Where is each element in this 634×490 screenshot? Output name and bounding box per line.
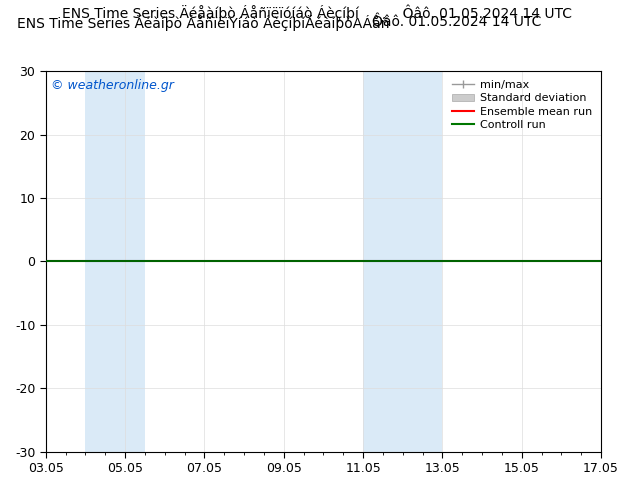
Legend: min/max, Standard deviation, Ensemble mean run, Controll run: min/max, Standard deviation, Ensemble me… xyxy=(449,76,595,133)
Bar xyxy=(403,71,443,452)
Bar xyxy=(363,71,403,452)
Text: ENS Time Series Äéàíþò ÁåñïëïÝíáò ÁèçíþíÄéàíþòAÁåñ: ENS Time Series Äéàíþò ÁåñïëïÝíáò Áèçíþí… xyxy=(16,15,389,31)
Text: ENS Time Series Äéåàíþò Áåñïëïóíáò Áèçíþí          Ôâô. 01.05.2024 14 UTC: ENS Time Series Äéåàíþò Áåñïëïóíáò Áèçíþ… xyxy=(62,5,572,22)
Bar xyxy=(125,71,145,452)
Text: © weatheronline.gr: © weatheronline.gr xyxy=(51,79,174,92)
Bar xyxy=(86,71,125,452)
Text: Ôâô. 01.05.2024 14 UTC: Ôâô. 01.05.2024 14 UTC xyxy=(372,15,541,29)
